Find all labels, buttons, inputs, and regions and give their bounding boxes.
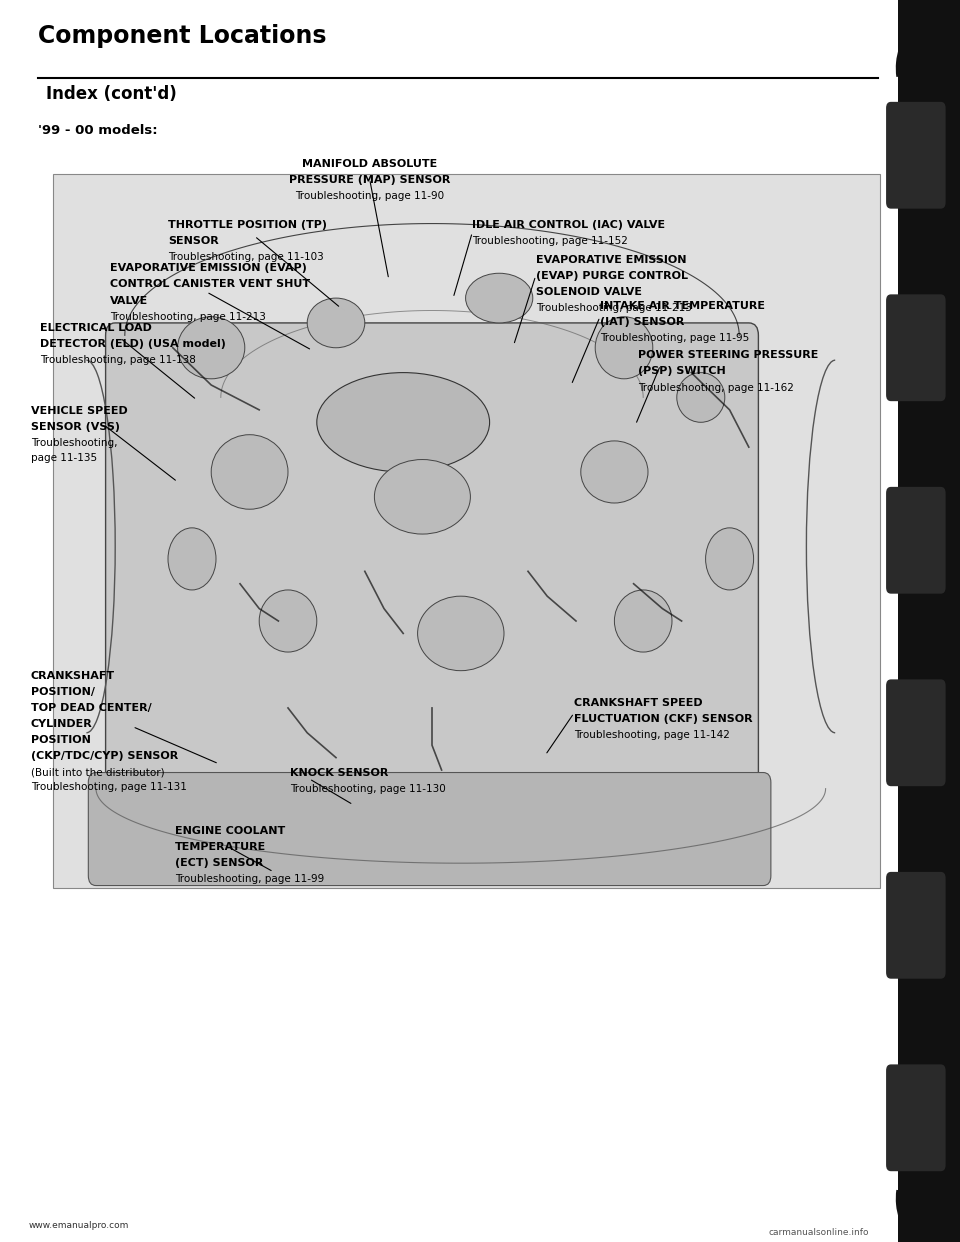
Text: VALVE: VALVE	[110, 296, 149, 306]
Ellipse shape	[178, 317, 245, 379]
Text: PRESSURE (MAP) SENSOR: PRESSURE (MAP) SENSOR	[289, 175, 450, 185]
Text: KNOCK SENSOR: KNOCK SENSOR	[290, 768, 388, 777]
Text: (PSP) SWITCH: (PSP) SWITCH	[638, 366, 726, 376]
Text: (ECT) SENSOR: (ECT) SENSOR	[175, 858, 263, 868]
FancyBboxPatch shape	[886, 294, 946, 401]
Bar	[898, 0, 960, 1242]
Text: page 11-135: page 11-135	[31, 453, 97, 463]
Text: www.emanualpro.com: www.emanualpro.com	[29, 1221, 130, 1230]
Text: CRANKSHAFT SPEED: CRANKSHAFT SPEED	[574, 698, 703, 708]
Text: THROTTLE POSITION (TP): THROTTLE POSITION (TP)	[168, 220, 327, 230]
FancyBboxPatch shape	[886, 487, 946, 594]
Text: '99 - 00 models:: '99 - 00 models:	[38, 124, 158, 137]
Text: EVAPORATIVE EMISSION: EVAPORATIVE EMISSION	[536, 255, 686, 265]
Ellipse shape	[614, 590, 672, 652]
Text: VEHICLE SPEED: VEHICLE SPEED	[31, 406, 128, 416]
Text: Index (cont'd): Index (cont'd)	[46, 86, 177, 103]
Text: (CKP/TDC/CYP) SENSOR: (CKP/TDC/CYP) SENSOR	[31, 751, 178, 761]
Text: Troubleshooting, page 11-142: Troubleshooting, page 11-142	[574, 730, 730, 740]
Text: Troubleshooting, page 11-103: Troubleshooting, page 11-103	[168, 252, 324, 262]
Text: POSITION: POSITION	[31, 735, 90, 745]
Text: Troubleshooting, page 11-138: Troubleshooting, page 11-138	[40, 355, 196, 365]
Ellipse shape	[706, 528, 754, 590]
Text: Troubleshooting, page 11-131: Troubleshooting, page 11-131	[31, 782, 186, 792]
Text: CONTROL CANISTER VENT SHUT: CONTROL CANISTER VENT SHUT	[110, 279, 310, 289]
Ellipse shape	[581, 441, 648, 503]
Text: FLUCTUATION (CKF) SENSOR: FLUCTUATION (CKF) SENSOR	[574, 714, 753, 724]
Text: TOP DEAD CENTER/: TOP DEAD CENTER/	[31, 703, 152, 713]
Ellipse shape	[418, 596, 504, 671]
Text: Troubleshooting, page 11-99: Troubleshooting, page 11-99	[175, 874, 324, 884]
Ellipse shape	[677, 373, 725, 422]
FancyBboxPatch shape	[886, 102, 946, 209]
Text: POSITION/: POSITION/	[31, 687, 95, 697]
Text: Component Locations: Component Locations	[38, 25, 327, 48]
FancyBboxPatch shape	[886, 872, 946, 979]
Ellipse shape	[317, 373, 490, 472]
Text: CRANKSHAFT: CRANKSHAFT	[31, 671, 115, 681]
Text: ENGINE COOLANT: ENGINE COOLANT	[175, 826, 285, 836]
Text: Troubleshooting, page 11-213: Troubleshooting, page 11-213	[536, 303, 691, 313]
Text: SENSOR: SENSOR	[168, 236, 219, 246]
Ellipse shape	[374, 460, 470, 534]
Ellipse shape	[259, 590, 317, 652]
Text: carmanualsonline.info: carmanualsonline.info	[768, 1228, 869, 1237]
Text: SENSOR (VSS): SENSOR (VSS)	[31, 422, 120, 432]
Ellipse shape	[466, 273, 533, 323]
Text: Troubleshooting, page 11-95: Troubleshooting, page 11-95	[600, 333, 749, 343]
Text: ELECTRICAL LOAD: ELECTRICAL LOAD	[40, 323, 153, 333]
Bar	[53, 174, 880, 888]
Text: (IAT) SENSOR: (IAT) SENSOR	[600, 317, 684, 327]
Text: Troubleshooting, page 11-130: Troubleshooting, page 11-130	[290, 784, 445, 794]
Text: IDLE AIR CONTROL (IAC) VALVE: IDLE AIR CONTROL (IAC) VALVE	[472, 220, 665, 230]
Ellipse shape	[595, 317, 653, 379]
Ellipse shape	[307, 298, 365, 348]
Text: TEMPERATURE: TEMPERATURE	[175, 842, 266, 852]
Text: DETECTOR (ELD) (USA model): DETECTOR (ELD) (USA model)	[40, 339, 227, 349]
Text: Troubleshooting, page 11-213: Troubleshooting, page 11-213	[110, 312, 266, 322]
Text: Troubleshooting, page 11-152: Troubleshooting, page 11-152	[472, 236, 628, 246]
Ellipse shape	[211, 435, 288, 509]
FancyBboxPatch shape	[88, 773, 771, 886]
FancyBboxPatch shape	[886, 1064, 946, 1171]
FancyBboxPatch shape	[106, 323, 758, 795]
FancyBboxPatch shape	[886, 679, 946, 786]
Text: MANIFOLD ABSOLUTE: MANIFOLD ABSOLUTE	[302, 159, 437, 169]
Text: CYLINDER: CYLINDER	[31, 719, 92, 729]
Text: Troubleshooting,: Troubleshooting,	[31, 438, 117, 448]
Text: (Built into the distributor): (Built into the distributor)	[31, 768, 164, 777]
Text: (EVAP) PURGE CONTROL: (EVAP) PURGE CONTROL	[536, 271, 687, 281]
Text: EVAPORATIVE EMISSION (EVAP): EVAPORATIVE EMISSION (EVAP)	[110, 263, 307, 273]
Ellipse shape	[168, 528, 216, 590]
Text: Troubleshooting, page 11-162: Troubleshooting, page 11-162	[638, 383, 794, 392]
Text: SOLENOID VALVE: SOLENOID VALVE	[536, 287, 641, 297]
Text: Troubleshooting, page 11-90: Troubleshooting, page 11-90	[295, 191, 444, 201]
Text: INTAKE AIR TEMPERATURE: INTAKE AIR TEMPERATURE	[600, 301, 765, 310]
Text: POWER STEERING PRESSURE: POWER STEERING PRESSURE	[638, 350, 819, 360]
